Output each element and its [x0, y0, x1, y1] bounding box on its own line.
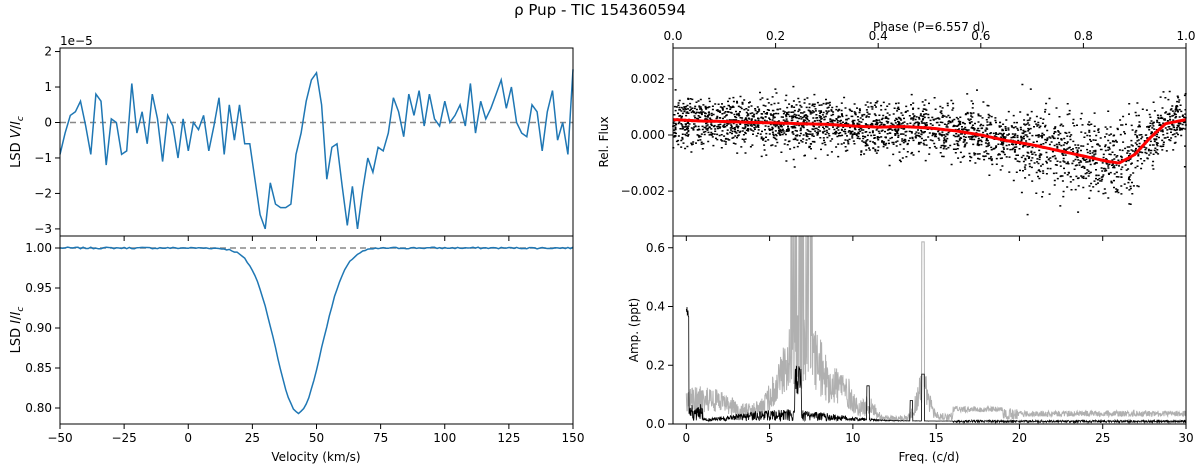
lsd-i-xtick-label: 0: [184, 431, 192, 445]
periodogram-axis-ticks: 0.0 0.2 0.4 0.6 0 5 10 15 20 25 30: [646, 241, 1194, 445]
light-curve-ytick-label: 0.000: [631, 128, 665, 142]
lsd-v-axis-ticks: −3 −2 −1 0 1 2: [34, 45, 574, 241]
light-curve-xtick-label: 0.2: [766, 29, 785, 43]
light-curve-ytick-label: −0.002: [621, 184, 665, 198]
lsd-v-panel: −3 −2 −1 0 1 2 1e−5 LSD V/Ic: [9, 34, 574, 241]
light-curve-ytick-label: 0.002: [631, 72, 665, 86]
lsd-i-xtick-label: 150: [562, 431, 585, 445]
periodogram-prewhitened-series: [685, 306, 1187, 425]
lsd-i-xtick-label: 25: [245, 431, 260, 445]
lsd-i-panel: 0.80 0.85 0.90 0.95 1.00 −50 −25 0 25 50 75 100 125 1…: [9, 235, 584, 464]
periodogram-ytick-label: 0.0: [646, 417, 665, 431]
light-curve-panel: −0.002 0.000 0.002 0.0 0.2 0.4 0.6 0.8 1.0 Rel. …: [597, 20, 1196, 241]
lsd-v-line: [59, 69, 574, 230]
lsd-v-ytick-label: −1: [34, 151, 52, 165]
lsd-i-ytick-label: 0.95: [25, 281, 52, 295]
periodogram-xtick-label: 10: [845, 431, 860, 445]
lsd-v-offset-label: 1e−5: [60, 34, 93, 48]
periodogram-original-series: [685, 235, 1187, 423]
lsd-i-line: [59, 246, 574, 415]
periodogram-ytick-label: 0.4: [646, 300, 665, 314]
light-curve-xtick-label: 0.8: [1074, 29, 1093, 43]
figure-title: ρ Pup - TIC 154360594: [514, 1, 686, 19]
lsd-i-xtick-label: 75: [373, 431, 388, 445]
periodogram-panel: 0.0 0.2 0.4 0.6 0 5 10 15 20 25 30 Amp. (ppt) Freq…: [627, 235, 1194, 464]
light-curve-xtick-label: 1.0: [1176, 29, 1195, 43]
light-curve-model: [672, 118, 1187, 165]
periodogram-ylabel: Amp. (ppt): [627, 298, 641, 362]
lsd-i-xtick-label: 125: [497, 431, 520, 445]
light-curve-xtick-label: 0.0: [663, 29, 682, 43]
lsd-i-ytick-label: 0.85: [25, 361, 52, 375]
periodogram-xtick-label: 25: [1095, 431, 1110, 445]
lsd-i-series: [59, 246, 574, 415]
periodogram-ytick-label: 0.2: [646, 358, 665, 372]
lsd-i-xtick-label: −25: [111, 431, 136, 445]
light-curve-points-path: [672, 83, 1187, 216]
light-curve-frame: [672, 47, 1187, 237]
light-curve-ylabel: Rel. Flux: [597, 116, 611, 167]
periodogram-prewhitened-line: [685, 306, 1187, 425]
periodogram-xtick-label: 15: [929, 431, 944, 445]
lsd-v-ytick-label: 0: [44, 115, 52, 129]
light-curve-top-xlabel: Phase (P=6.557 d): [873, 20, 985, 34]
periodogram-xtick-label: 0: [683, 431, 691, 445]
light-curve-xtick-label: 0.6: [971, 29, 990, 43]
lsd-v-ytick-label: −3: [34, 222, 52, 236]
lsd-v-ytick-label: −2: [34, 186, 52, 200]
lsd-i-xtick-label: 50: [309, 431, 324, 445]
periodogram-xtick-label: 30: [1178, 431, 1193, 445]
periodogram-xtick-label: 20: [1012, 431, 1027, 445]
lsd-i-ylabel: LSD I/Ic: [9, 307, 26, 354]
lsd-i-xtick-label: −50: [47, 431, 72, 445]
periodogram-xtick-label: 5: [766, 431, 774, 445]
lsd-i-ytick-label: 0.90: [25, 321, 52, 335]
lsd-i-ytick-label: 0.80: [25, 401, 52, 415]
periodogram-frame: [672, 235, 1187, 425]
lsd-v-ylabel: LSD V/Ic: [9, 116, 26, 168]
periodogram-original-line: [685, 235, 1187, 423]
periodogram-ytick-label: 0.6: [646, 241, 665, 255]
lsd-i-xlabel: Velocity (km/s): [271, 450, 360, 464]
light-curve-model-line: [672, 118, 1187, 165]
lsd-v-series: [59, 69, 574, 230]
light-curve-axis-ticks: −0.002 0.000 0.002 0.0 0.2 0.4 0.6 0.8 1.0: [621, 29, 1196, 241]
light-curve-points: [672, 83, 1187, 216]
lsd-v-ytick-label: 2: [44, 45, 52, 59]
lsd-i-frame: [59, 235, 574, 425]
light-curve-xtick-label: 0.4: [869, 29, 888, 43]
lsd-i-xtick-label: 100: [433, 431, 456, 445]
lsd-i-axis-ticks: 0.80 0.85 0.90 0.95 1.00 −50 −25 0 25 50 75 100 125 1…: [25, 241, 584, 445]
periodogram-xlabel: Freq. (c/d): [899, 450, 960, 464]
lsd-i-ytick-label: 1.00: [25, 241, 52, 255]
lsd-v-ytick-label: 1: [44, 80, 52, 94]
